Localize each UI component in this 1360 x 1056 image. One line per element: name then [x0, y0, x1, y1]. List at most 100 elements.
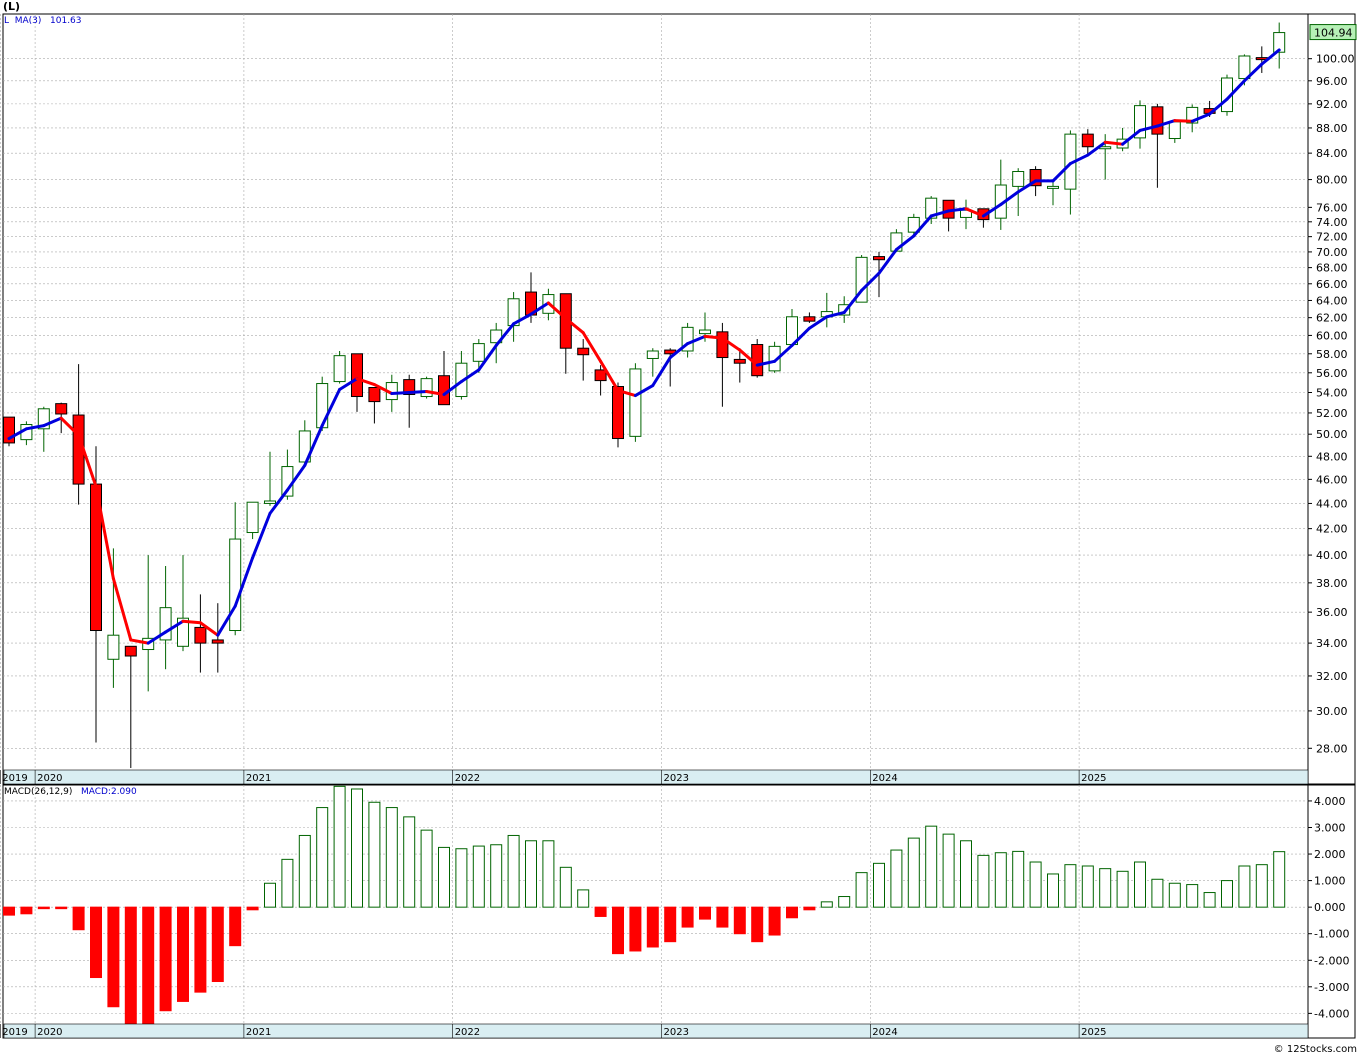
price-x-tick-label: 2020	[37, 773, 62, 784]
candle-body	[1012, 171, 1025, 187]
macd-bar	[838, 896, 851, 908]
ma-line-segment	[686, 334, 707, 346]
macd-bar	[994, 852, 1007, 908]
macd-bar	[3, 906, 15, 916]
macd-bar	[20, 906, 33, 915]
macd-bar	[490, 844, 503, 908]
ma-line-segment	[216, 604, 237, 637]
price-x-axis-band	[3, 769, 1309, 785]
candle-body	[646, 350, 659, 359]
candle-body	[699, 329, 711, 335]
candle-body	[803, 316, 816, 322]
candle-body	[107, 634, 120, 660]
price-x-tick-label: 2024	[872, 773, 897, 784]
candle-body	[403, 379, 416, 396]
price-tick-label: 92.00	[1316, 98, 1348, 111]
macd-x-tick-label: 2019	[2, 1027, 27, 1038]
macd-bar	[455, 848, 468, 908]
macd-bar	[107, 906, 120, 1008]
macd-tick-label: 4.000	[1314, 795, 1346, 808]
candle-body	[768, 345, 781, 372]
price-tick-label: 40.00	[1316, 549, 1348, 562]
ma-line-segment	[877, 248, 898, 275]
ma-line-segment	[529, 301, 550, 316]
price-tick-label: 28.00	[1316, 742, 1348, 755]
ma-line-segment	[198, 621, 220, 637]
price-tick-label: 52.00	[1316, 407, 1348, 420]
macd-bar	[55, 906, 68, 910]
ma-line-segment	[303, 424, 324, 467]
candle-body	[1151, 106, 1164, 135]
candle-body	[211, 639, 224, 644]
ma-line-segment	[999, 190, 1020, 207]
macd-bar	[1047, 873, 1059, 908]
candle-body	[1047, 185, 1059, 189]
macd-bar	[1168, 882, 1181, 908]
macd-bar	[403, 816, 416, 908]
candle-body	[264, 500, 276, 504]
macd-bar	[542, 840, 555, 908]
macd-bar	[194, 906, 207, 993]
price-tick-label: 36.00	[1316, 606, 1348, 619]
macd-x-tick-label: 2025	[1081, 1027, 1106, 1038]
macd-bar	[229, 906, 242, 947]
candle-body	[1186, 106, 1199, 124]
symbol-prefix: L	[4, 16, 10, 26]
ma-line-segment	[77, 433, 98, 488]
price-tick-label: 76.00	[1316, 201, 1348, 214]
ma-line-segment	[1103, 140, 1125, 146]
price-tick-label: 54.00	[1316, 386, 1348, 399]
ma-line-segment	[616, 388, 637, 398]
ma-line-segment	[1138, 124, 1159, 132]
ma-line-segment	[494, 322, 516, 347]
price-tick-label: 60.00	[1316, 329, 1348, 342]
price-tick-label: 88.00	[1316, 122, 1348, 135]
ma-line-segment	[459, 368, 481, 384]
ma-line-segment	[981, 203, 1003, 218]
ma-line-segment	[268, 488, 289, 515]
macd-legend: MACD(26,12,9) MACD:2.090	[4, 787, 137, 797]
macd-x-tick-label: 2020	[37, 1027, 62, 1038]
macd-bar	[1203, 892, 1216, 908]
last-price-label: 104.94	[1314, 27, 1353, 40]
macd-bar	[664, 906, 677, 943]
ma-line-segment	[755, 359, 777, 367]
macd-bar	[977, 854, 990, 908]
price-x-tick-label: 2019	[2, 773, 27, 784]
ma-line-segment	[912, 214, 933, 238]
macd-bar	[420, 829, 433, 908]
macd-bar	[385, 807, 398, 908]
ma-line-segment	[842, 288, 864, 314]
candle-body	[873, 256, 885, 261]
macd-bar	[890, 849, 903, 908]
macd-bar	[1029, 861, 1042, 908]
ma-line-segment	[512, 312, 533, 326]
price-x-tick-label: 2021	[246, 773, 271, 784]
candle-body	[559, 293, 572, 349]
price-tick-label: 58.00	[1316, 348, 1348, 361]
candle-body	[855, 256, 868, 303]
macd-bar	[333, 785, 346, 908]
last-price-box	[1309, 24, 1357, 41]
macd-bar	[1134, 861, 1146, 908]
ma-line-segment	[825, 310, 846, 319]
candle-body	[55, 403, 68, 415]
macd-bar	[577, 889, 590, 908]
macd-bar	[316, 807, 329, 908]
macd-bar	[1064, 864, 1077, 908]
candle-body	[594, 369, 607, 382]
ma-line-segment	[164, 619, 185, 634]
ma-line-segment	[1051, 162, 1072, 183]
price-tick-label: 62.00	[1316, 312, 1348, 325]
candle-body	[472, 343, 485, 362]
candle-body	[716, 331, 729, 359]
price-tick-label: 72.00	[1316, 231, 1348, 244]
ma-line-segment	[111, 577, 133, 642]
ma-line-segment	[860, 271, 881, 292]
ma-value: 101.63	[50, 16, 82, 26]
ma-line-segment	[251, 511, 272, 560]
ma-line-segment	[7, 427, 28, 441]
macd-bar	[177, 906, 189, 1002]
ma-line-segment	[1121, 128, 1142, 146]
